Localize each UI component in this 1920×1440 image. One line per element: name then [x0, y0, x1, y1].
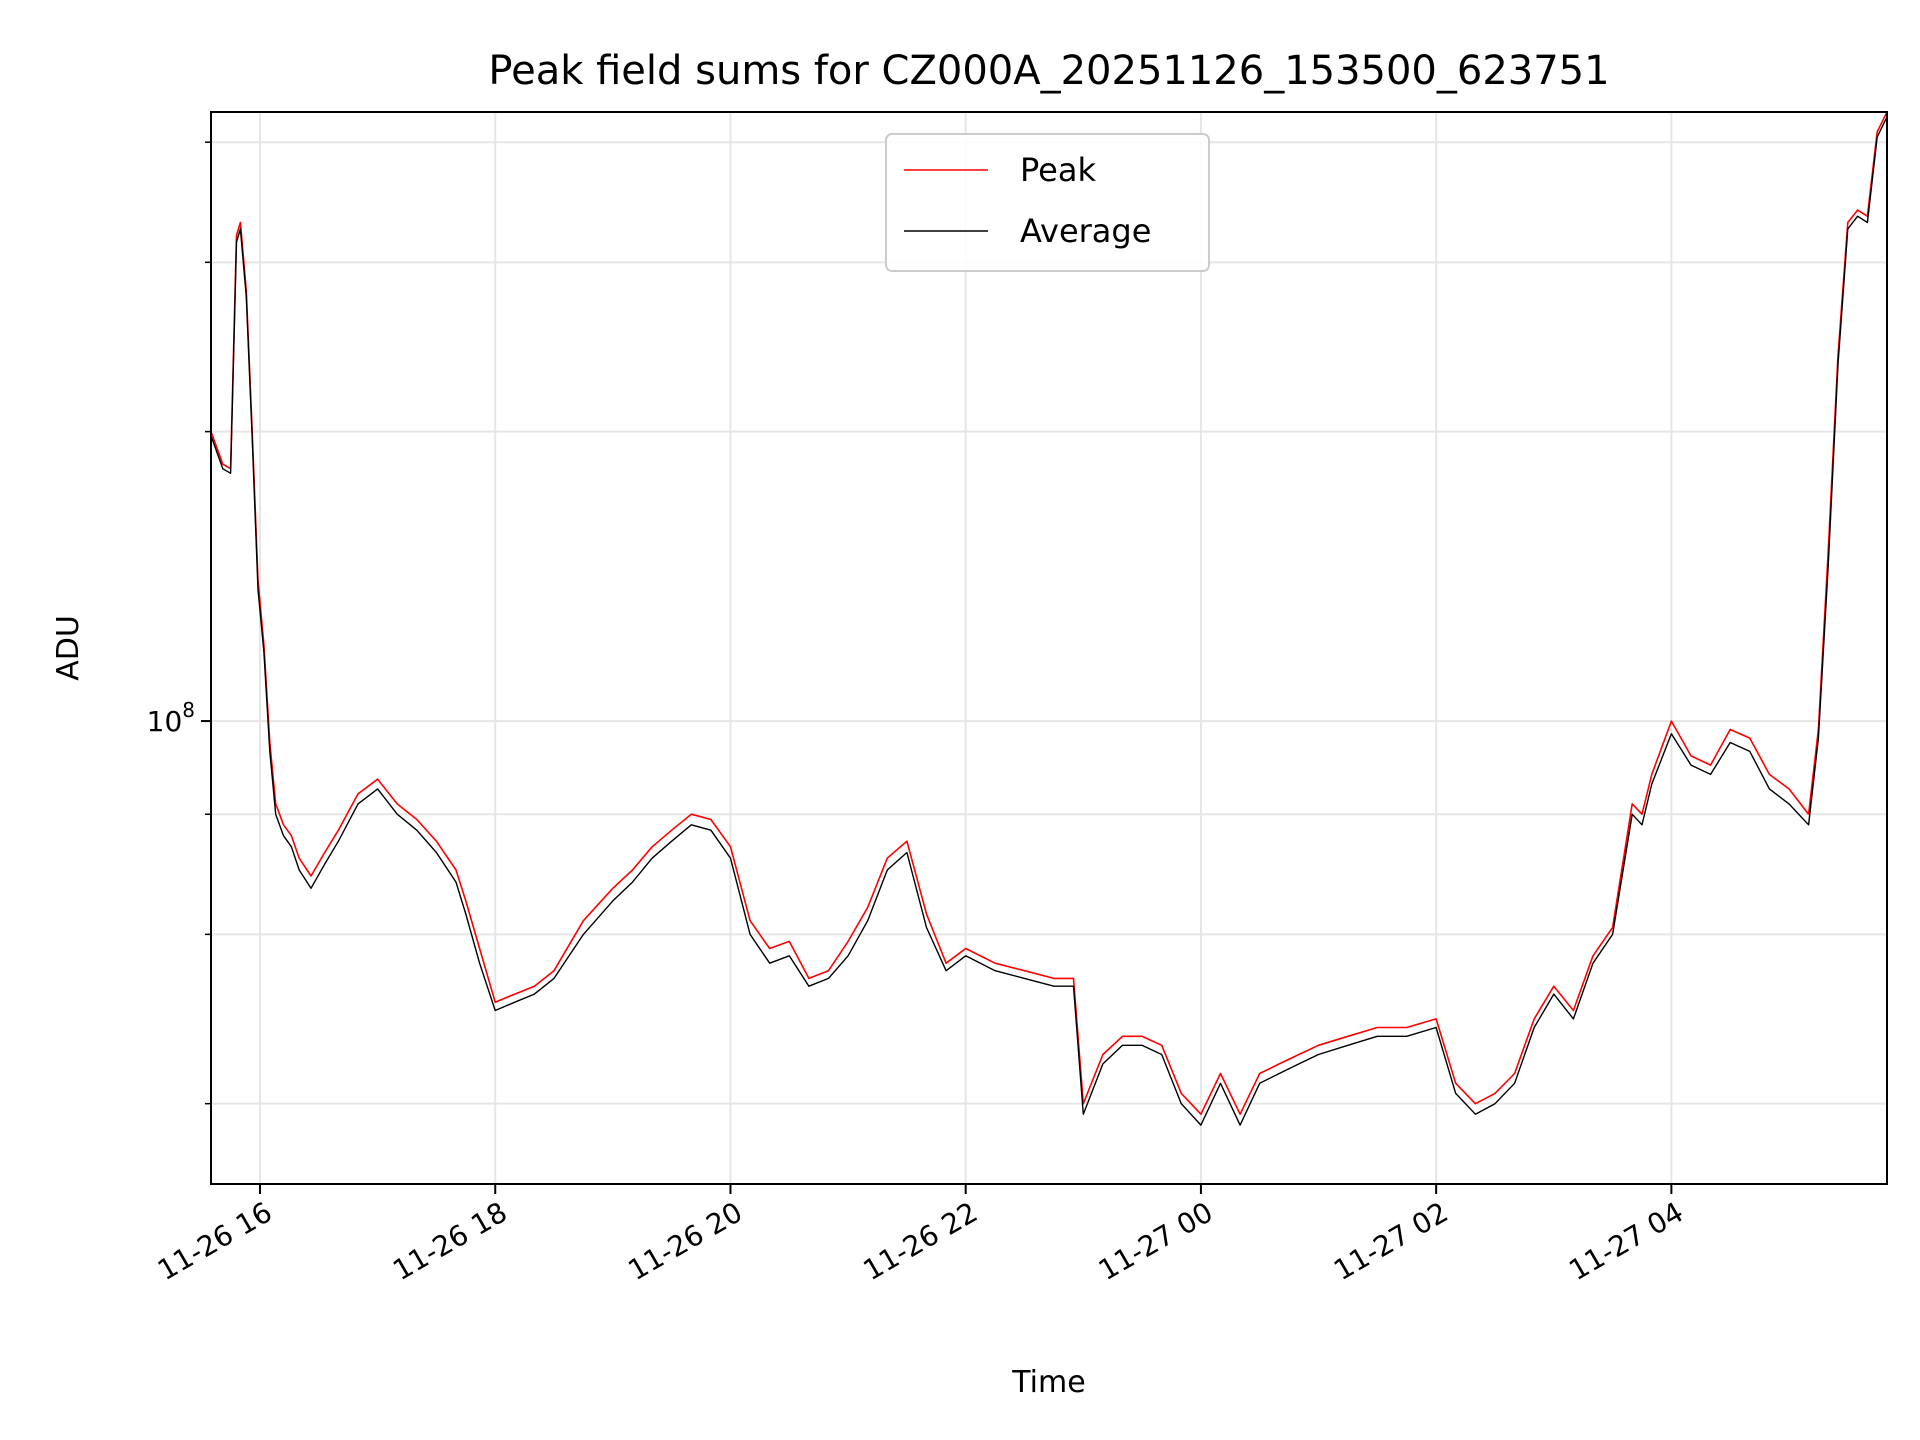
x-axis-label: Time [1011, 1365, 1085, 1400]
plot-frame [210, 111, 1888, 1185]
y-axis-label: ADU [51, 615, 86, 681]
legend-label-average: Average [1020, 212, 1151, 250]
y-tick-label: 108 [147, 698, 195, 738]
series-line-average [211, 116, 1887, 1126]
plot-series [211, 112, 1887, 1126]
y-axis-ticks: 108 [147, 141, 211, 1105]
legend: Peak Average [885, 133, 1210, 272]
legend-box [885, 133, 1210, 272]
chart-title: Peak field sums for CZ000A_20251126_1535… [488, 48, 1609, 94]
legend-label-peak: Peak [1020, 151, 1096, 189]
series-line-peak [211, 112, 1887, 1115]
